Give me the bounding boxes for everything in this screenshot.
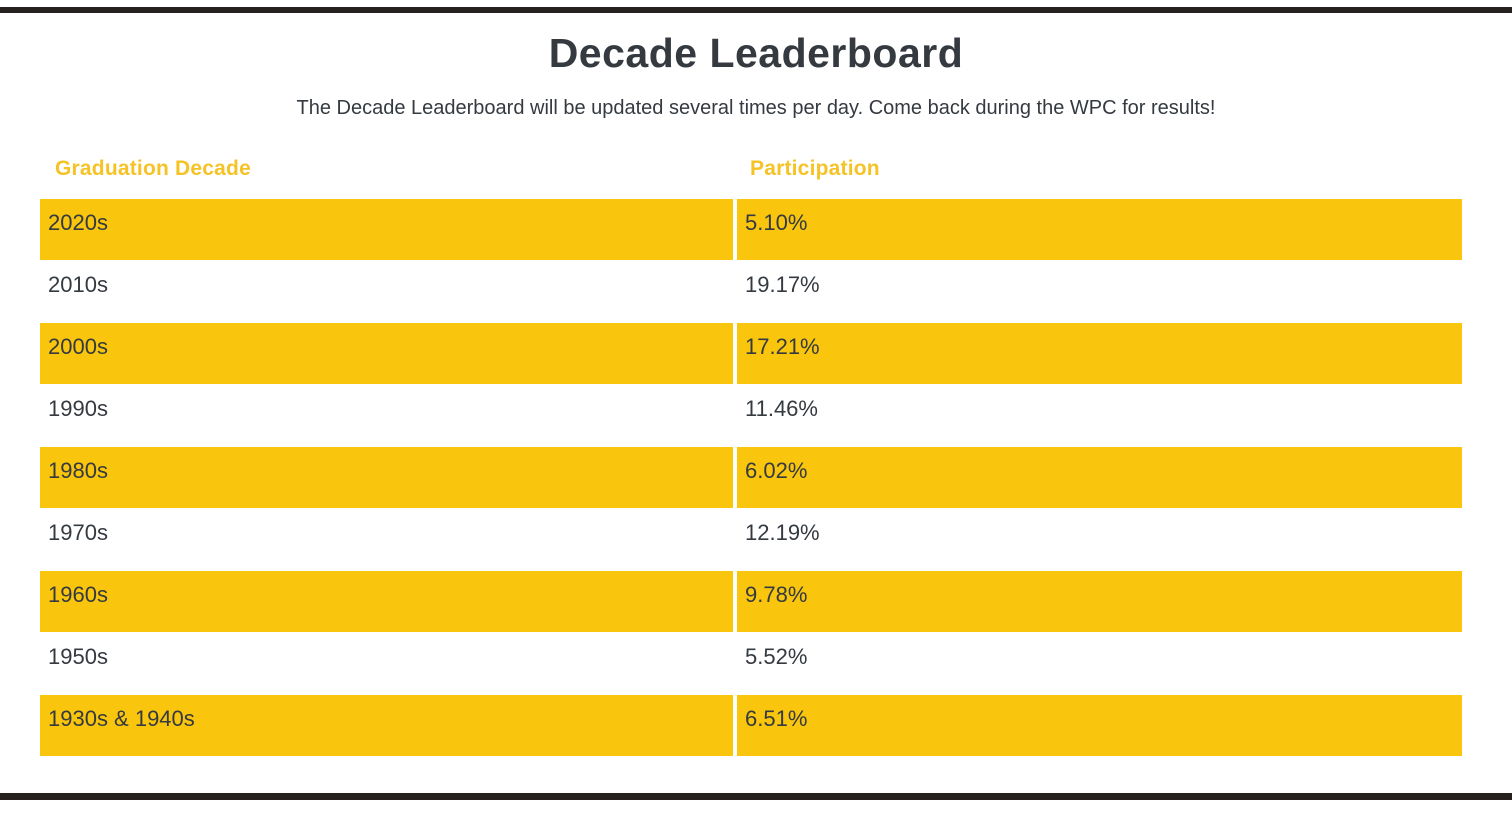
column-header-participation: Participation xyxy=(750,157,880,180)
decade-cell: 2010s xyxy=(48,272,108,297)
participation-cell: 19.17% xyxy=(745,272,820,297)
decade-cell: 1990s xyxy=(48,396,108,421)
decade-cell: 1950s xyxy=(48,644,108,669)
table-row: 1960s 9.78% xyxy=(40,571,1462,632)
table-row: 1980s 6.02% xyxy=(40,447,1462,508)
participation-cell: 6.02% xyxy=(737,447,1462,508)
table-body: 2020s 5.10% 2010s 19.17% 2000s 17.21% 19… xyxy=(40,199,1462,756)
bottom-border-bar xyxy=(0,793,1512,800)
table-row: 1950s 5.52% xyxy=(40,633,1462,694)
participation-cell: 6.51% xyxy=(737,695,1462,756)
participation-cell: 9.78% xyxy=(737,571,1462,632)
table-row: 1930s & 1940s 6.51% xyxy=(40,695,1462,756)
decade-leaderboard-table: Graduation Decade Participation 2020s 5.… xyxy=(40,150,1462,757)
participation-cell: 12.19% xyxy=(745,520,820,545)
decade-cell: 1980s xyxy=(40,447,733,508)
decade-cell: 1970s xyxy=(48,520,108,545)
participation-cell: 17.21% xyxy=(737,323,1462,384)
table-header-row: Graduation Decade Participation xyxy=(40,150,1462,199)
decade-cell: 1960s xyxy=(40,571,733,632)
participation-cell: 11.46% xyxy=(745,396,818,421)
participation-cell: 5.10% xyxy=(737,199,1462,260)
table-row: 2010s 19.17% xyxy=(40,261,1462,322)
table-row: 2000s 17.21% xyxy=(40,323,1462,384)
page-subtitle: The Decade Leaderboard will be updated s… xyxy=(296,97,1216,119)
decade-cell: 1930s & 1940s xyxy=(40,695,733,756)
page-title: Decade Leaderboard xyxy=(548,30,964,76)
table-row: 1990s 11.46% xyxy=(40,385,1462,446)
table-row: 2020s 5.10% xyxy=(40,199,1462,260)
decade-cell: 2020s xyxy=(40,199,733,260)
decade-cell: 2000s xyxy=(40,323,733,384)
table-row: 1970s 12.19% xyxy=(40,509,1462,570)
top-border-bar xyxy=(0,7,1512,13)
column-header-graduation-decade: Graduation Decade xyxy=(55,157,251,180)
participation-cell: 5.52% xyxy=(745,644,808,669)
